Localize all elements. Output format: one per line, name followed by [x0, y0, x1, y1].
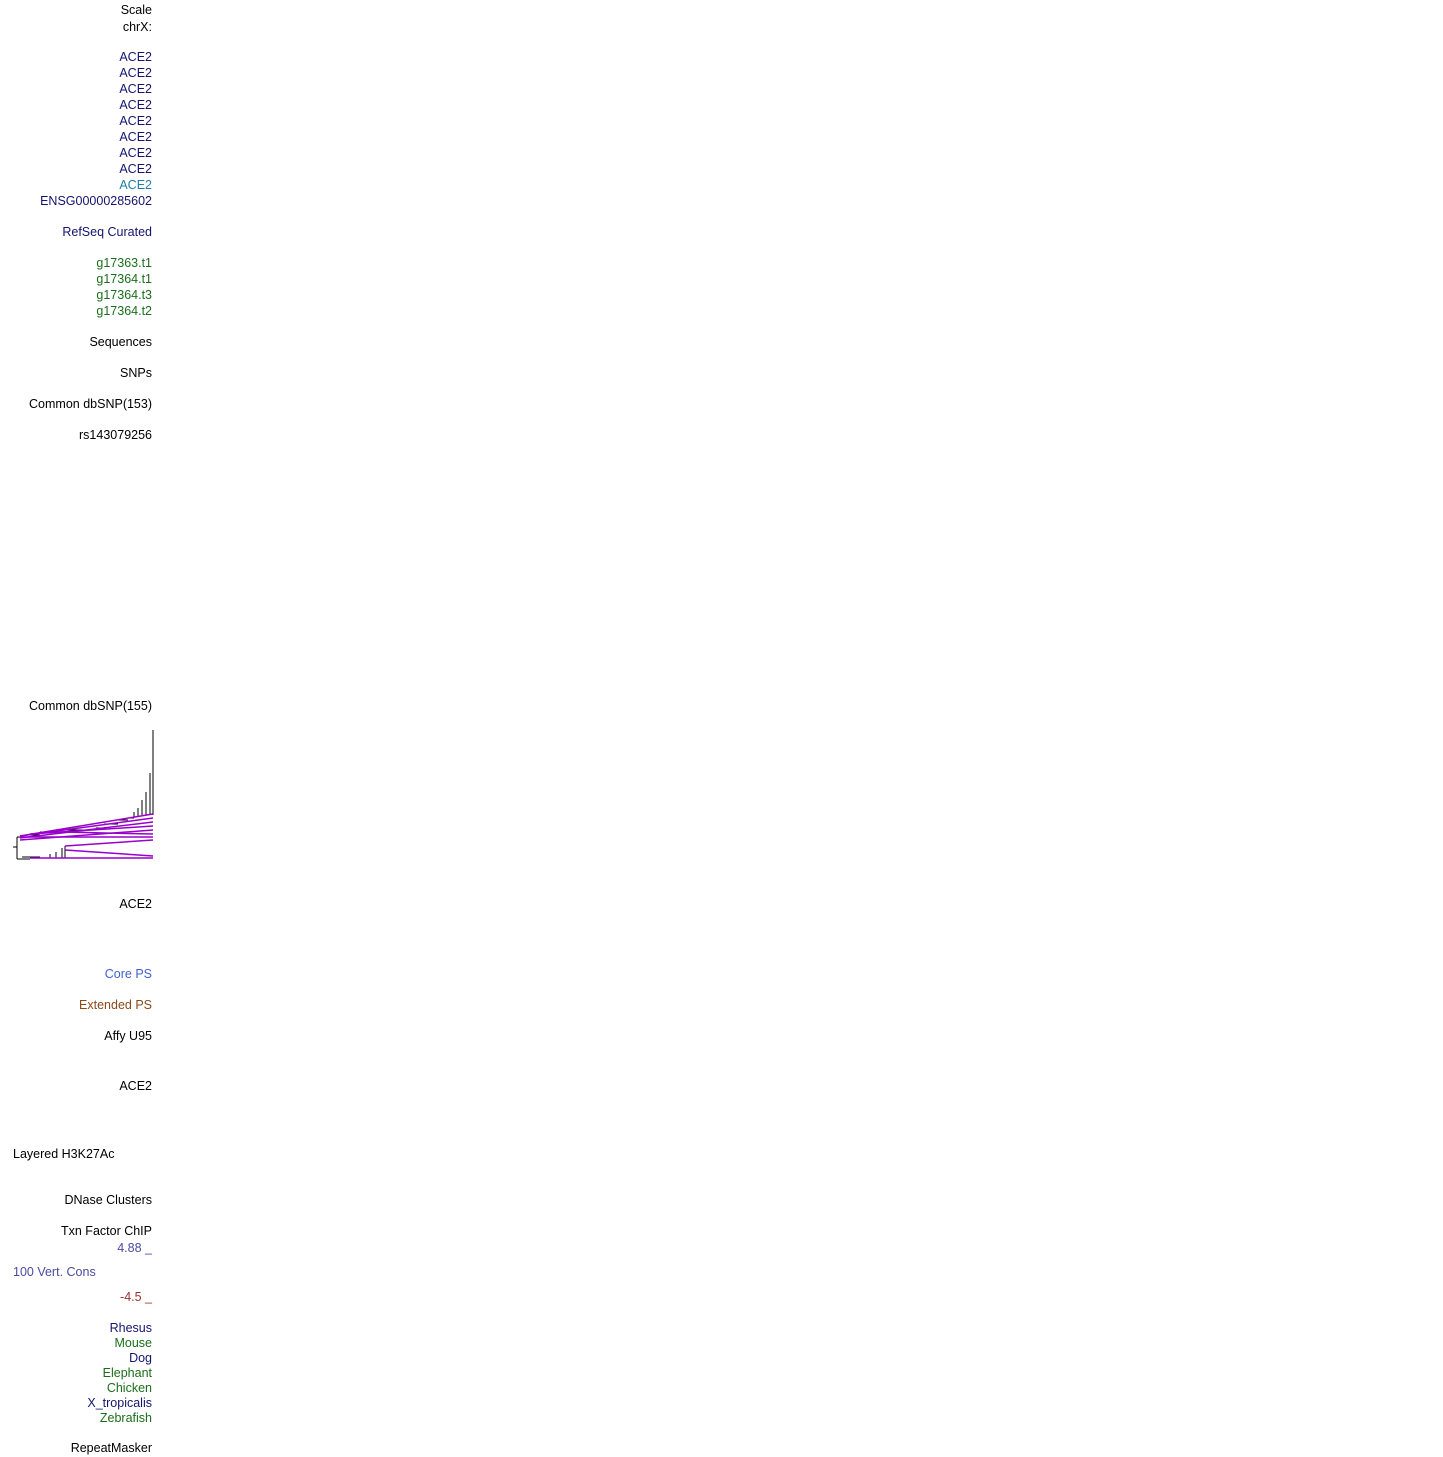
track-label: Affy U95	[104, 1029, 152, 1043]
track-label: Scale	[120, 3, 152, 17]
track-label: Extended PS	[79, 998, 152, 1012]
track-label: Rhesus	[109, 1321, 152, 1335]
track-label: RepeatMasker	[70, 1441, 152, 1455]
track-label: Chicken	[106, 1381, 152, 1395]
track-label: Layered H3K27Ac	[13, 1147, 115, 1161]
track-label: g17364.t2	[96, 304, 152, 318]
track-label: ACE2	[119, 178, 152, 192]
track-label: RefSeq Curated	[62, 225, 152, 239]
track-label: 4.88 _	[117, 1241, 152, 1255]
track-label: ENSG00000285602	[40, 194, 152, 208]
track-label: ACE2	[119, 82, 152, 96]
track-label: rs143079256	[79, 428, 152, 442]
track-label: SNPs	[120, 366, 152, 380]
track-label: Common dbSNP(155)	[29, 699, 152, 713]
track-label: X_tropicalis	[87, 1396, 152, 1410]
track-label: ACE2	[119, 130, 152, 144]
track-label: Common dbSNP(153)	[29, 397, 152, 411]
track-label: ACE2	[119, 114, 152, 128]
track-label: Elephant	[102, 1366, 152, 1380]
track-label: ACE2	[119, 162, 152, 176]
track-label: DNase Clusters	[64, 1193, 152, 1207]
track-label: g17364.t1	[96, 272, 152, 286]
track-label: ACE2	[119, 146, 152, 160]
track-label: Dog	[129, 1351, 152, 1365]
track-label: ACE2	[119, 66, 152, 80]
track-label: Zebrafish	[99, 1411, 152, 1425]
track-label: ACE2	[119, 1079, 152, 1093]
track-label: ACE2	[119, 50, 152, 64]
track-label: chrX:	[122, 20, 152, 34]
track-label: g17363.t1	[96, 256, 152, 270]
track-label: -4.5 _	[120, 1290, 152, 1304]
track-label: 100 Vert. Cons	[13, 1265, 96, 1279]
track-label: Mouse	[114, 1336, 152, 1350]
track-label: ACE2	[119, 897, 152, 911]
snp-tree	[13, 730, 154, 860]
track-label: g17364.t3	[96, 288, 152, 302]
track-label: Core PS	[104, 967, 152, 981]
track-label: Txn Factor ChIP	[61, 1224, 152, 1238]
track-label: Sequences	[89, 335, 152, 349]
track-label: ACE2	[119, 98, 152, 112]
